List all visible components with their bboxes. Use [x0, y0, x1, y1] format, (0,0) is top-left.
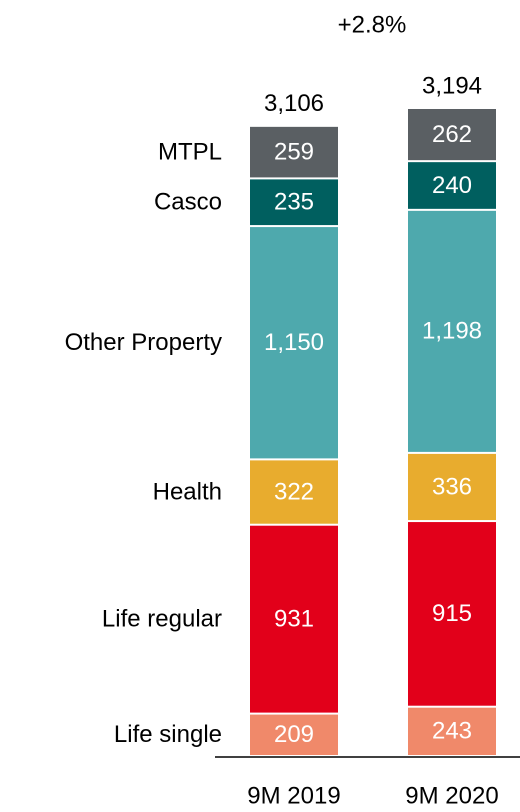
value-label: 322	[274, 478, 314, 505]
value-label: 259	[274, 138, 314, 165]
series-label: MTPL	[158, 138, 222, 165]
bar-segment	[250, 179, 338, 226]
bar-segment	[250, 714, 338, 755]
value-label: 931	[274, 606, 314, 633]
bar-segment	[250, 460, 338, 524]
value-label: 262	[432, 121, 472, 148]
value-label: 1,150	[264, 329, 324, 356]
series-label: Life single	[114, 721, 222, 748]
bar-segment	[408, 453, 496, 521]
series-label: Life regular	[102, 606, 222, 633]
value-label: 1,198	[422, 318, 482, 345]
value-label: 915	[432, 600, 472, 627]
series-label: Other Property	[65, 329, 222, 356]
bar-segment	[408, 707, 496, 755]
bar-segment	[408, 210, 496, 452]
value-label: 336	[432, 473, 472, 500]
value-label: 240	[432, 172, 472, 199]
bar-segment	[408, 109, 496, 161]
series-label: Health	[153, 478, 222, 505]
value-label: 235	[274, 189, 314, 216]
bar-segment	[250, 227, 338, 459]
total-label: 3,194	[422, 72, 482, 99]
bar-segment	[250, 126, 338, 178]
value-label: 243	[432, 718, 472, 745]
x-tick-label: 9M 2020	[405, 782, 498, 809]
bar-segment	[408, 522, 496, 706]
total-label: 3,106	[264, 90, 324, 117]
annotation: +2.8%	[338, 11, 407, 38]
bar-segment	[408, 162, 496, 209]
value-label: 209	[274, 721, 314, 748]
series-label: Casco	[154, 189, 222, 216]
x-tick-label: 9M 2019	[247, 782, 340, 809]
bar-segment	[250, 525, 338, 713]
